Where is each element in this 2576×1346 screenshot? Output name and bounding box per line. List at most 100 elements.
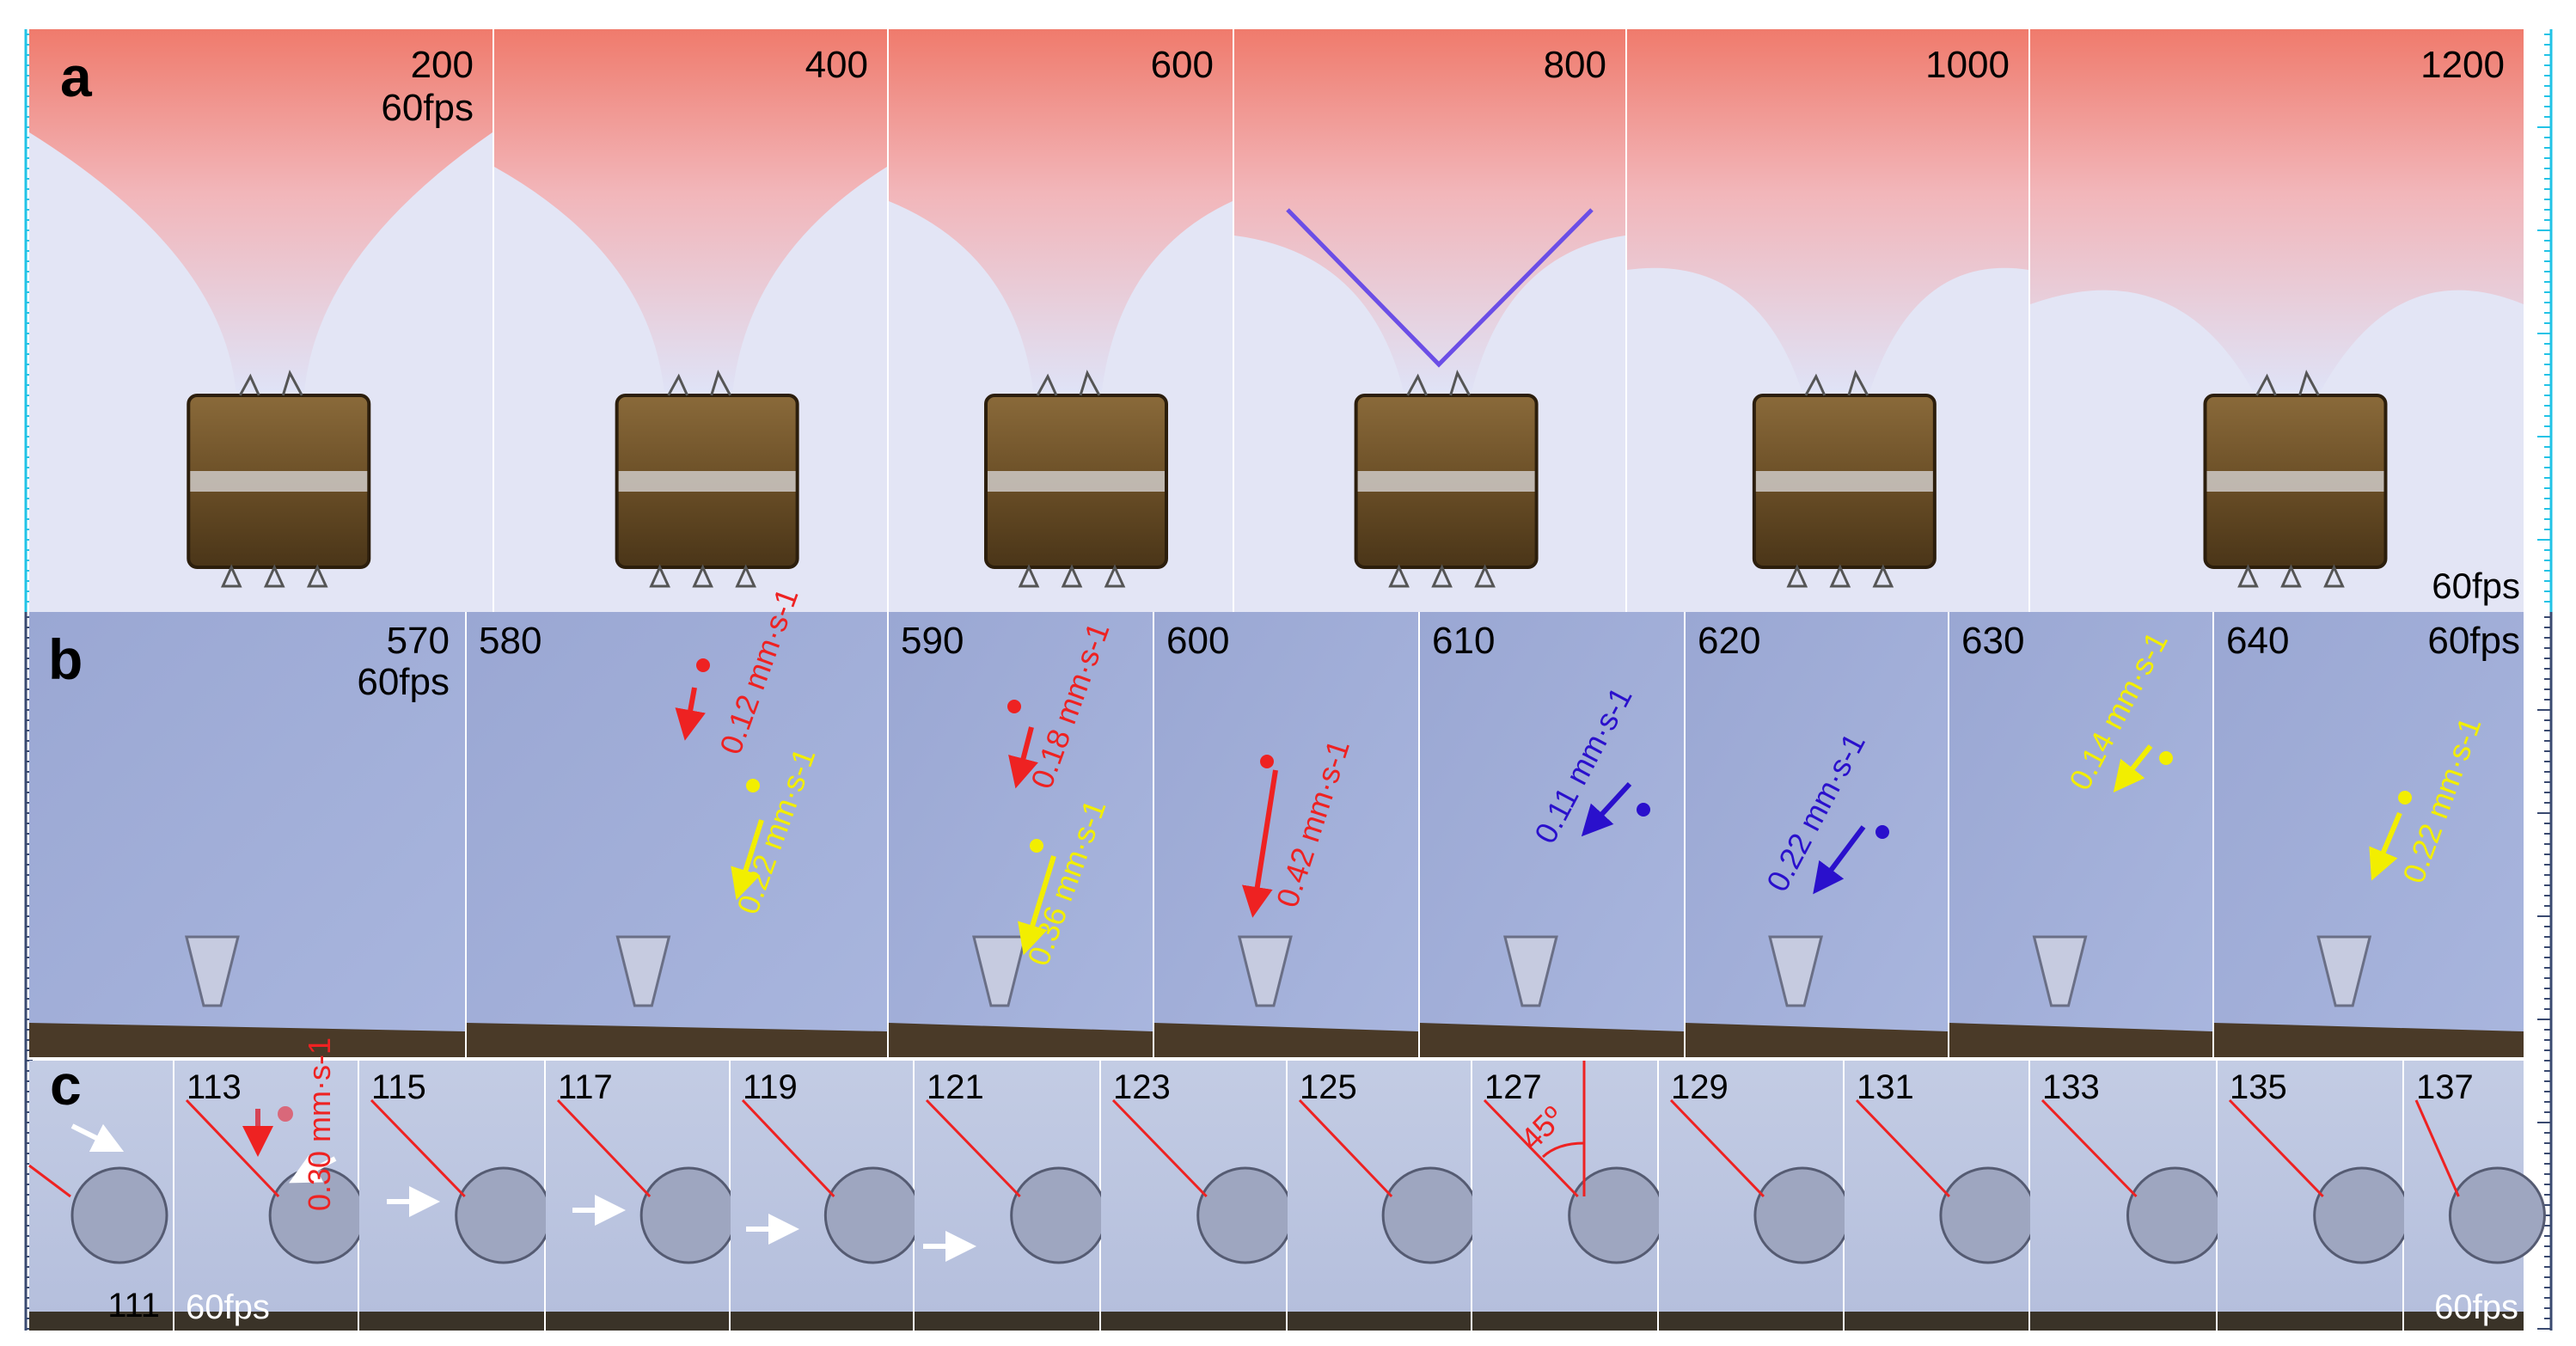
frame-background	[29, 612, 465, 1057]
substrate	[1420, 1023, 1684, 1057]
frame-c-119: 119	[731, 1061, 921, 1331]
substrate	[1686, 1023, 1948, 1057]
frame-c-135: 135	[2218, 1061, 2411, 1331]
ciliate	[2313, 1166, 2411, 1264]
frame-a-1000: 1000	[1627, 29, 2028, 612]
ciliate	[2032, 935, 2088, 1007]
substrate	[29, 1312, 173, 1331]
substrate	[2030, 1312, 2216, 1331]
substrate	[1845, 1312, 2028, 1331]
frame-number: 630	[1961, 620, 2024, 662]
diatom-girdle	[1357, 471, 1535, 492]
frame-number: 115	[371, 1068, 426, 1106]
frame-background	[467, 612, 887, 1057]
speed-b640-yellow-particle	[2398, 791, 2412, 805]
frame-number: 131	[1857, 1068, 1914, 1106]
ciliate	[1768, 935, 1824, 1007]
trajectory-line	[2041, 1098, 2138, 1198]
frame-number: 800	[1544, 44, 1606, 86]
speed-b610-blue-particle	[1637, 803, 1650, 817]
frame-b-600: 600	[1154, 612, 1418, 1057]
trajectory-line	[1669, 1098, 1765, 1198]
panel-letter-b: b	[48, 627, 83, 691]
trajectory-line	[556, 1098, 652, 1198]
frame-a-800: 800	[1234, 29, 1625, 612]
trajectory-line	[1855, 1098, 1951, 1198]
ciliate-top	[238, 370, 303, 396]
dye-plume	[889, 29, 1233, 390]
frame-b-570	[29, 612, 465, 1057]
speed-b590-red-particle	[1007, 700, 1021, 713]
frame-background	[1154, 612, 1418, 1057]
substrate	[1101, 1312, 1286, 1331]
frame-c-129: 129	[1659, 1061, 1851, 1331]
frame-number: 119	[743, 1068, 798, 1106]
frame-a-200: 200	[29, 29, 493, 612]
frame-c-127: 127	[1472, 1061, 1666, 1331]
ciliate	[1503, 935, 1558, 1007]
diatom-spine	[1061, 564, 1083, 588]
speed-b590-red-arrow	[1008, 726, 1038, 789]
panel-letter-a: a	[60, 45, 93, 108]
speed-b620-blue-arrow	[1813, 825, 1866, 895]
diatom-girdle	[190, 471, 368, 492]
frame-background	[889, 612, 1153, 1057]
trajectory-line	[1111, 1098, 1208, 1198]
frame-a-600: 600	[889, 29, 1233, 612]
diatom-spine	[1104, 564, 1126, 588]
diatom-girdle	[2206, 471, 2384, 492]
frame-number: 127	[1484, 1068, 1542, 1106]
substrate	[1154, 1023, 1418, 1057]
ciliate-top	[2255, 370, 2320, 396]
ciliate	[2126, 1166, 2224, 1264]
diatom-girdle	[618, 471, 796, 492]
frame-number: 133	[2042, 1068, 2100, 1106]
frame-number: 200	[411, 44, 474, 86]
frame-c-133: 133	[2030, 1061, 2224, 1331]
substrate	[546, 1312, 729, 1331]
ciliate	[2316, 935, 2372, 1007]
frame-number: 137	[2416, 1068, 2474, 1106]
frame-c-117: 117	[546, 1061, 737, 1331]
diatom-spine	[2237, 564, 2259, 588]
ciliate-top	[1036, 370, 1101, 396]
frame-number: 1200	[2420, 44, 2505, 86]
substrate	[2214, 1023, 2524, 1057]
substrate	[1659, 1312, 1843, 1331]
substrate	[889, 1023, 1153, 1057]
diatom-spine	[220, 564, 242, 588]
frame-number: 125	[1300, 1068, 1357, 1106]
trajectory-line	[2414, 1099, 2460, 1197]
ciliate	[615, 935, 671, 1007]
frame-number: 123	[1113, 1068, 1171, 1106]
ciliate-top	[1804, 370, 1869, 396]
ciliate-top	[667, 370, 731, 396]
speed-b630-yellow-arrow	[2113, 744, 2153, 793]
frame-number: 135	[2230, 1068, 2287, 1106]
particle-arrow	[70, 1123, 125, 1153]
diatom-spine	[2323, 564, 2345, 588]
fps-label: 60fps	[2434, 1288, 2518, 1326]
dye-plume	[1234, 29, 1625, 390]
fps-label: 60fps	[357, 661, 450, 703]
diatom-spine	[1018, 564, 1040, 588]
speed-b610-blue-arrow	[1581, 781, 1632, 837]
frame-number: 129	[1671, 1068, 1729, 1106]
ciliate	[639, 1166, 737, 1264]
panel-a: 200 400 600 800 1000 1200 60fps 60fps	[29, 29, 2524, 612]
frame-number: 610	[1432, 620, 1495, 662]
ciliate	[823, 1166, 921, 1264]
speed-b620-blue-particle	[1875, 825, 1889, 839]
trajectory-line	[1298, 1098, 1393, 1198]
frame-number: 580	[479, 620, 542, 662]
speed-b580-red-arrow	[675, 687, 706, 741]
frame-c-113: 113	[174, 1061, 366, 1331]
frame-number: 620	[1698, 620, 1760, 662]
ciliate-top	[1406, 370, 1471, 396]
frame-background	[2214, 612, 2524, 1057]
ciliate	[2448, 1166, 2546, 1264]
frame-number: 113	[187, 1068, 242, 1106]
angle-marker	[1286, 208, 1594, 368]
